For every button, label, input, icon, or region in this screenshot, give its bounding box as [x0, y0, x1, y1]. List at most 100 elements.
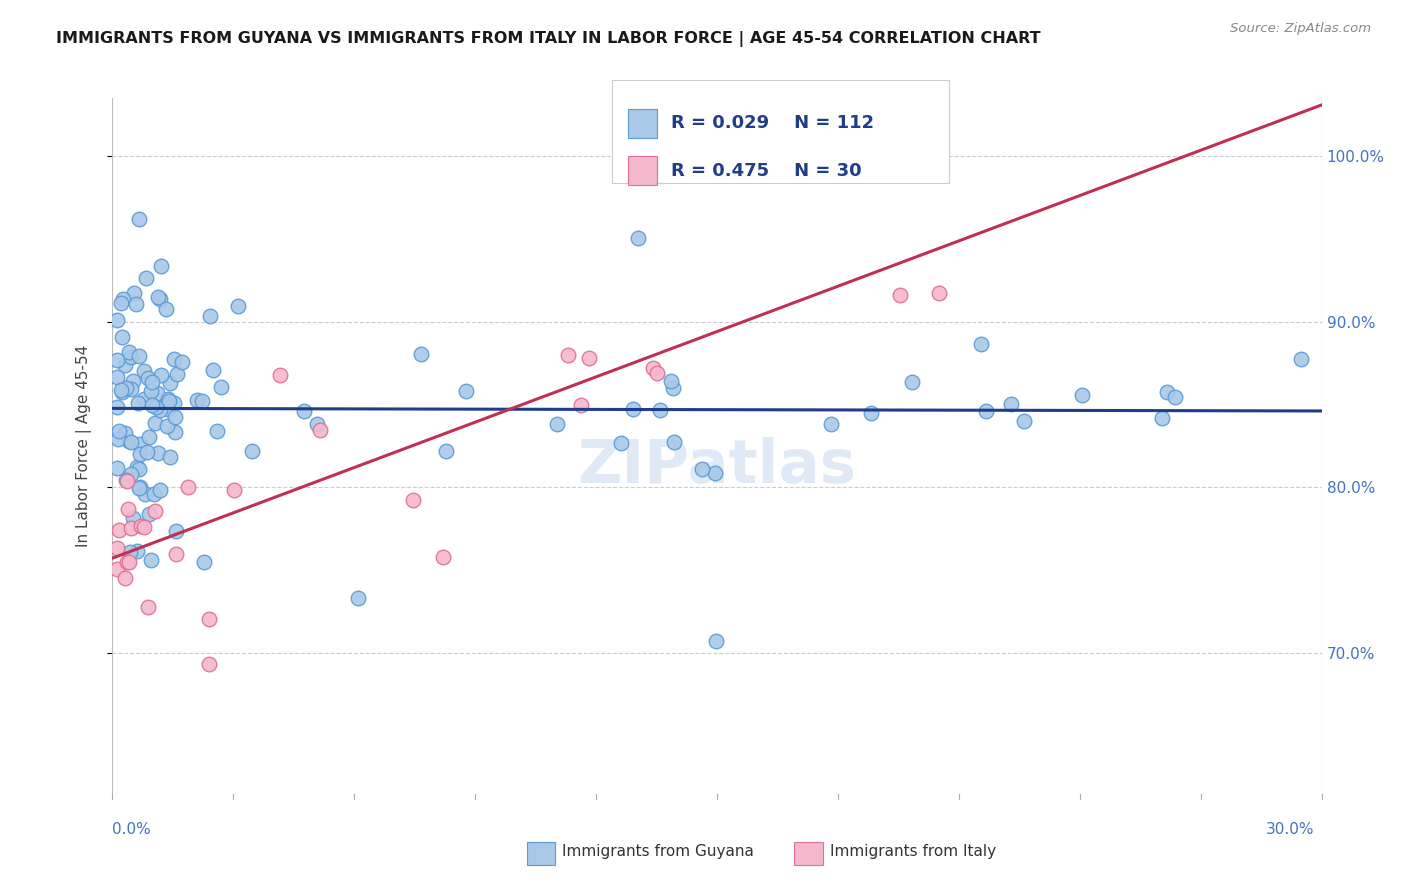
- Point: [142, 486, 165, 500]
- Point: [120, 521, 142, 535]
- Point: [157, 402, 180, 417]
- Point: [661, 381, 683, 395]
- Point: [163, 395, 186, 409]
- Point: [159, 394, 181, 409]
- Point: [120, 434, 142, 449]
- Point: [136, 599, 159, 614]
- Point: [120, 467, 142, 481]
- Point: [645, 366, 668, 380]
- Point: [648, 403, 671, 417]
- Point: [134, 487, 156, 501]
- Point: [134, 364, 156, 378]
- Point: [141, 552, 163, 566]
- Point: [621, 402, 644, 417]
- Text: 0.0%: 0.0%: [112, 822, 152, 837]
- Point: [165, 547, 187, 561]
- Point: [643, 361, 665, 376]
- Text: IMMIGRANTS FROM GUYANA VS IMMIGRANTS FROM ITALY IN LABOR FORCE | AGE 45-54 CORRE: IMMIGRANTS FROM GUYANA VS IMMIGRANTS FRO…: [56, 31, 1040, 47]
- Point: [434, 443, 457, 458]
- Point: [115, 381, 138, 395]
- Point: [627, 231, 650, 245]
- Point: [118, 554, 141, 568]
- Point: [569, 398, 592, 412]
- Point: [107, 424, 129, 438]
- Text: R = 0.475    N = 30: R = 0.475 N = 30: [671, 161, 862, 179]
- Point: [546, 417, 568, 431]
- Point: [823, 132, 845, 146]
- Point: [139, 384, 162, 398]
- Point: [148, 290, 170, 304]
- Point: [134, 519, 156, 533]
- Point: [974, 404, 997, 418]
- Point: [143, 504, 166, 518]
- Point: [172, 355, 194, 369]
- Point: [1291, 352, 1313, 367]
- Point: [138, 508, 160, 522]
- Point: [163, 410, 186, 425]
- Point: [150, 259, 173, 273]
- Point: [125, 544, 148, 558]
- Point: [163, 351, 186, 366]
- Text: Source: ZipAtlas.com: Source: ZipAtlas.com: [1230, 22, 1371, 36]
- Point: [121, 510, 143, 524]
- Point: [704, 467, 727, 481]
- Point: [110, 296, 132, 310]
- Point: [118, 545, 141, 559]
- Point: [156, 419, 179, 434]
- Point: [149, 368, 172, 382]
- Point: [129, 447, 152, 461]
- Point: [1071, 388, 1094, 402]
- Text: R = 0.029    N = 112: R = 0.029 N = 112: [671, 114, 873, 132]
- Point: [141, 375, 163, 389]
- Point: [128, 349, 150, 363]
- Point: [138, 430, 160, 444]
- Point: [202, 362, 225, 376]
- Point: [889, 288, 911, 302]
- Point: [205, 424, 228, 438]
- Point: [578, 351, 600, 365]
- Point: [149, 483, 172, 497]
- Point: [120, 350, 142, 364]
- Point: [149, 292, 172, 306]
- Point: [900, 375, 922, 389]
- Point: [193, 555, 215, 569]
- Point: [659, 374, 682, 388]
- Point: [120, 382, 142, 396]
- Point: [128, 481, 150, 495]
- Point: [143, 416, 166, 430]
- Point: [198, 310, 221, 324]
- Point: [122, 285, 145, 300]
- Point: [1014, 414, 1036, 428]
- Point: [118, 345, 141, 359]
- Point: [105, 400, 128, 414]
- Point: [108, 523, 131, 537]
- Point: [114, 425, 136, 440]
- Point: [166, 367, 188, 381]
- Point: [347, 591, 370, 606]
- Point: [115, 555, 138, 569]
- Point: [105, 461, 128, 475]
- Point: [308, 423, 330, 437]
- Point: [129, 518, 152, 533]
- Point: [402, 493, 425, 508]
- Point: [1156, 384, 1178, 399]
- Point: [155, 302, 177, 317]
- Point: [105, 541, 128, 555]
- Point: [557, 347, 579, 361]
- Point: [690, 462, 713, 476]
- Point: [134, 392, 156, 406]
- Point: [222, 483, 245, 497]
- Point: [136, 371, 159, 385]
- Point: [209, 379, 232, 393]
- Text: 30.0%: 30.0%: [1267, 822, 1315, 837]
- Point: [105, 313, 128, 327]
- Point: [141, 398, 163, 412]
- Point: [177, 480, 200, 494]
- Point: [128, 461, 150, 475]
- Point: [928, 285, 950, 300]
- Point: [111, 330, 134, 344]
- Point: [111, 292, 134, 306]
- Point: [107, 432, 129, 446]
- Point: [146, 386, 169, 401]
- Point: [292, 404, 315, 418]
